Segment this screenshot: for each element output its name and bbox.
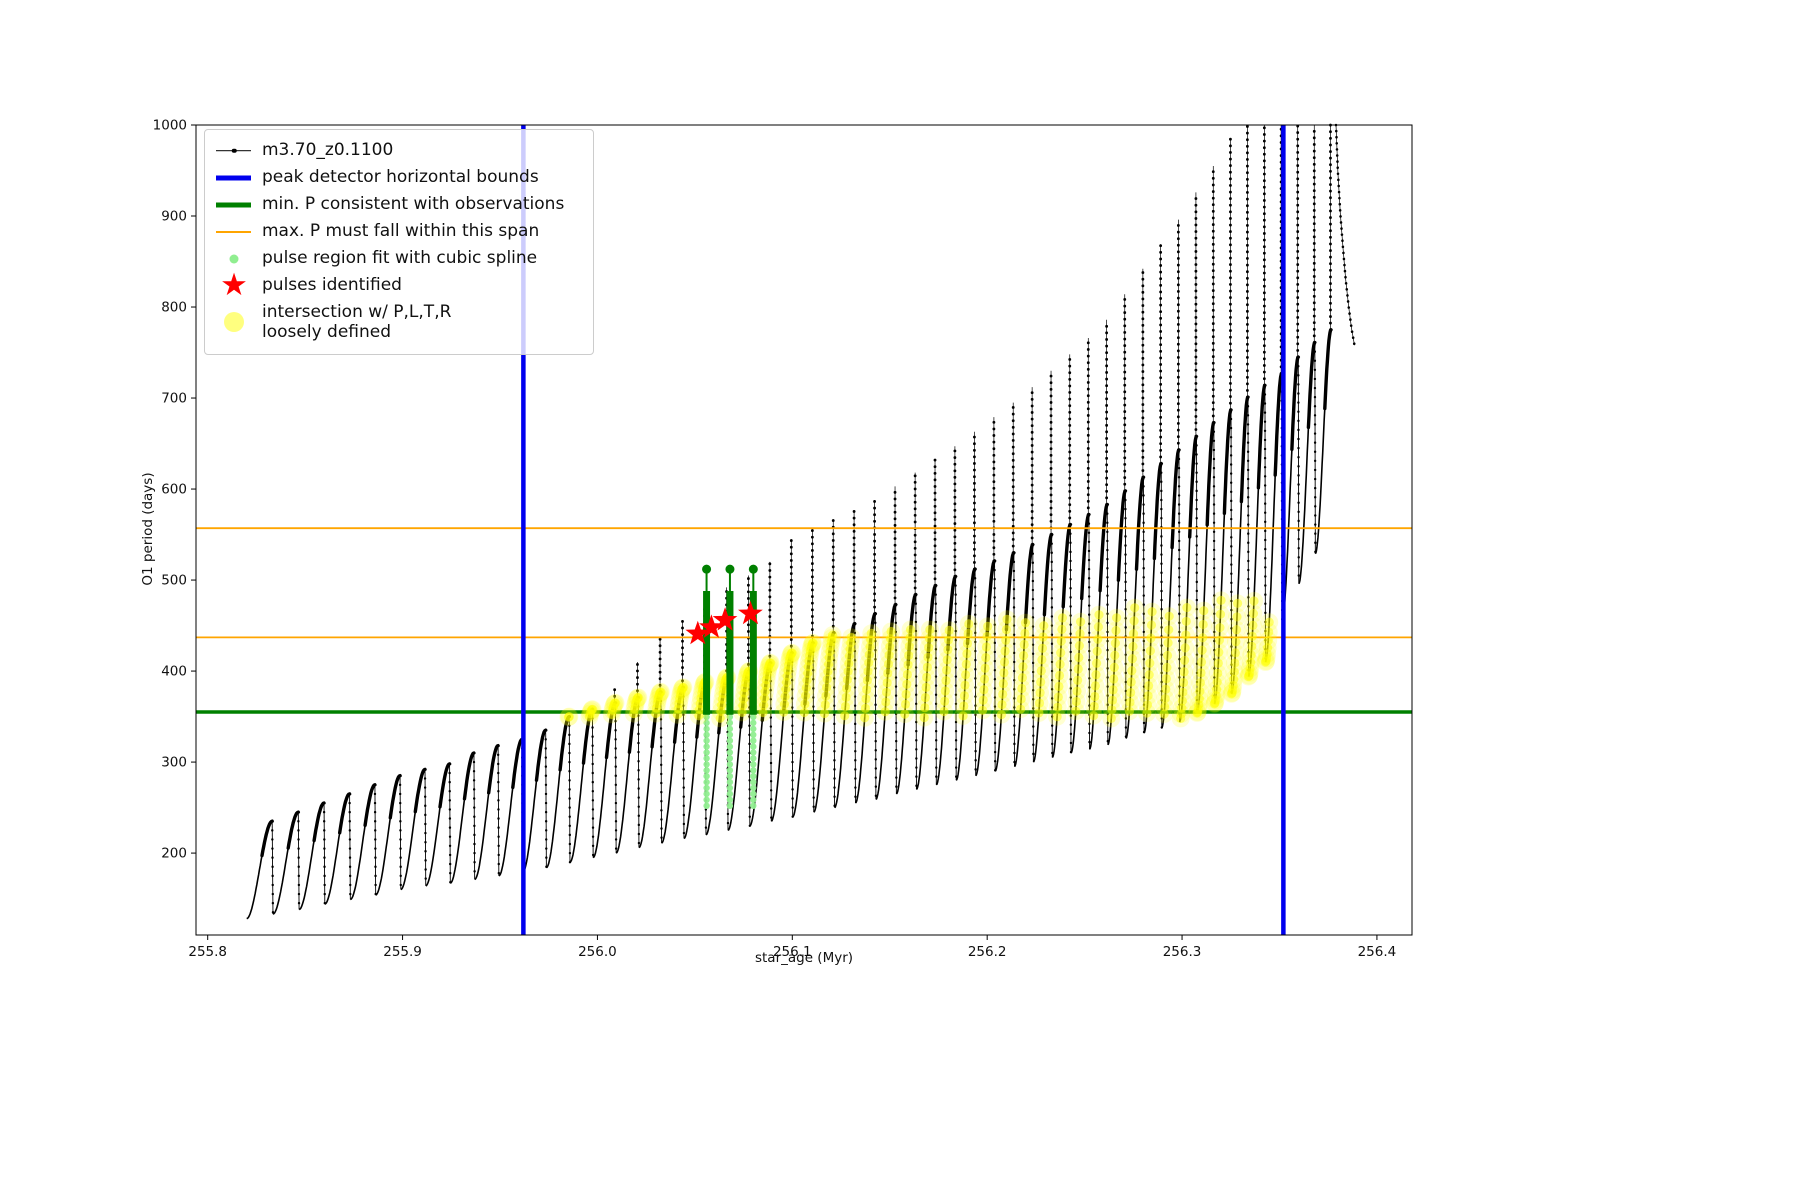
green-line-icon	[214, 191, 254, 218]
track-line-icon	[214, 137, 254, 164]
yellow-dot-icon	[214, 309, 254, 336]
peak-detector-vlines	[521, 125, 1286, 935]
x-tick-label: 256.0	[578, 944, 617, 960]
intersection-band	[559, 591, 1279, 728]
y-tick-label: 300	[161, 755, 187, 771]
x-tick-label: 256.1	[773, 944, 812, 960]
legend-item-track: m3.70_z0.1100	[214, 137, 583, 164]
track-tail	[1334, 123, 1356, 347]
x-tick-label: 256.3	[1163, 944, 1202, 960]
y-tick-label: 600	[161, 482, 187, 498]
blue-line-icon	[214, 164, 254, 191]
legend-label: peak detector horizontal bounds	[262, 167, 539, 188]
legend-item-min-period: min. P consistent with observations	[214, 191, 583, 218]
legend-label: max. P must fall within this span	[262, 221, 540, 242]
legend-label: min. P consistent with observations	[262, 194, 565, 215]
legend-item-peak-detector-bounds: peak detector horizontal bounds	[214, 164, 583, 191]
x-tick-label: 255.9	[383, 944, 422, 960]
y-axis-label: O1 period (days)	[140, 472, 156, 586]
track-series	[246, 123, 1333, 920]
red-star-icon: ★	[220, 266, 248, 303]
x-tick-label: 255.8	[188, 944, 227, 960]
legend-label: m3.70_z0.1100	[262, 140, 394, 161]
y-tick-label: 400	[161, 664, 187, 680]
legend: m3.70_z0.1100 peak detector horizontal b…	[204, 129, 594, 355]
legend-item-pulses-identified: ★ pulses identified	[214, 266, 583, 303]
x-tick-label: 256.4	[1358, 944, 1397, 960]
legend-label: pulse region fit with cubic spline	[262, 248, 538, 269]
y-tick-label: 800	[161, 300, 187, 316]
legend-label: pulses identified	[262, 275, 402, 296]
legend-item-intersection: intersection w/ P,L,T,R loosely defined	[214, 299, 583, 345]
y-ticks: 200 300 400 500 600 700 800 900 1000	[153, 118, 196, 862]
x-tick-label: 256.2	[968, 944, 1007, 960]
legend-item-pulse-region: pulse region fit with cubic spline	[214, 245, 583, 272]
pulse-stars	[685, 600, 763, 645]
pulse-region-dots	[703, 713, 757, 809]
y-tick-label: 500	[161, 573, 187, 589]
orange-line-icon	[214, 218, 254, 245]
y-tick-label: 700	[161, 391, 187, 407]
x-ticks: 255.8 255.9 256.0 256.1 256.2 256.3 256.4	[188, 935, 1396, 960]
lightgreen-dot-icon	[214, 245, 254, 272]
legend-label: intersection w/ P,L,T,R loosely defined	[262, 301, 452, 342]
x-axis-label: star_age (Myr)	[754, 950, 854, 966]
legend-item-max-period-span: max. P must fall within this span	[214, 218, 583, 245]
y-tick-label: 1000	[153, 118, 187, 134]
y-tick-label: 900	[161, 209, 187, 225]
axes-frame	[195, 124, 1413, 936]
y-tick-label: 200	[161, 846, 187, 862]
